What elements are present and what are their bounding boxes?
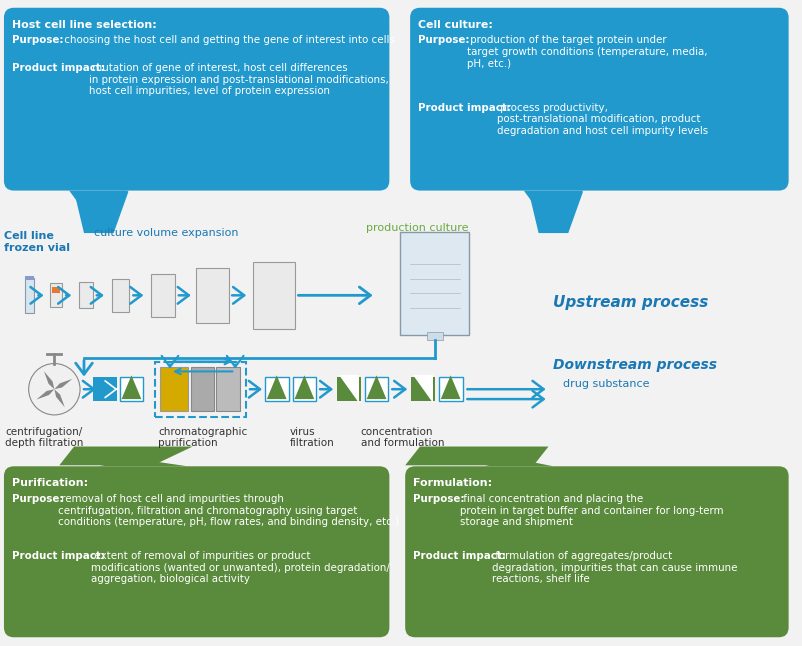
Text: chromatographic
purification: chromatographic purification [158,427,247,448]
Text: Product impact:: Product impact: [418,103,511,112]
Text: Product impact:: Product impact: [12,63,105,73]
FancyBboxPatch shape [439,377,463,401]
Text: Purpose:: Purpose: [418,36,469,45]
Polygon shape [99,459,188,466]
Text: Purpose:: Purpose: [12,36,63,45]
Text: Formulation:: Formulation: [413,478,492,488]
FancyBboxPatch shape [111,278,129,312]
FancyBboxPatch shape [151,274,176,317]
Polygon shape [405,446,549,465]
Polygon shape [59,446,192,465]
FancyBboxPatch shape [253,262,294,329]
Text: centrifugation/
depth filtration: centrifugation/ depth filtration [5,427,83,448]
Text: final concentration and placing the
protein in target buffer and container for l: final concentration and placing the prot… [460,494,723,527]
Polygon shape [294,375,314,399]
Text: Cell culture:: Cell culture: [418,19,493,30]
Text: production culture: production culture [366,223,468,233]
Text: virus
filtration: virus filtration [290,427,334,448]
Polygon shape [69,191,128,231]
Text: Purification:: Purification: [12,478,88,488]
FancyBboxPatch shape [119,377,144,401]
Text: culture volume expansion: culture volume expansion [94,228,238,238]
Polygon shape [339,375,358,403]
Polygon shape [367,375,387,399]
FancyBboxPatch shape [427,332,443,340]
Text: Product impact:: Product impact: [413,551,506,561]
FancyBboxPatch shape [217,368,240,411]
FancyBboxPatch shape [411,377,435,401]
Text: Cell line
frozen vial: Cell line frozen vial [4,231,70,253]
Polygon shape [413,375,433,403]
Text: concentration
and formulation: concentration and formulation [361,427,444,448]
Text: removal of host cell and impurities through
centrifugation, filtration and chrom: removal of host cell and impurities thro… [59,494,399,527]
FancyBboxPatch shape [196,267,229,323]
Text: Product impact:: Product impact: [12,551,105,561]
FancyBboxPatch shape [4,466,390,637]
FancyBboxPatch shape [265,377,289,401]
Text: Upstream process: Upstream process [553,295,709,310]
FancyBboxPatch shape [93,377,116,401]
FancyBboxPatch shape [337,377,361,401]
FancyBboxPatch shape [405,466,788,637]
Text: formulation of aggregates/product
degradation, impurities that can cause immune
: formulation of aggregates/product degrad… [492,551,738,585]
Polygon shape [267,375,286,399]
Polygon shape [55,389,65,407]
Polygon shape [524,191,583,231]
FancyBboxPatch shape [51,284,63,307]
Text: choosing the host cell and getting the gene of interest into cells: choosing the host cell and getting the g… [61,36,395,45]
Text: Purpose:: Purpose: [12,494,63,504]
Polygon shape [44,371,55,389]
Text: Downstream process: Downstream process [553,358,718,371]
Text: Host cell line selection:: Host cell line selection: [12,19,156,30]
FancyBboxPatch shape [4,8,390,191]
Text: process productivity,
post-translational modification, product
degradation and h: process productivity, post-translational… [497,103,708,136]
Text: extent of removal of impurities or product
modifications (wanted or unwanted), p: extent of removal of impurities or produ… [91,551,390,585]
Polygon shape [529,192,583,233]
FancyBboxPatch shape [293,377,316,401]
Polygon shape [441,375,460,399]
FancyBboxPatch shape [160,368,188,411]
Polygon shape [52,287,60,293]
FancyBboxPatch shape [79,282,93,308]
Polygon shape [36,389,55,400]
Polygon shape [484,459,553,466]
Circle shape [29,364,80,415]
FancyBboxPatch shape [191,368,214,411]
FancyBboxPatch shape [365,377,388,401]
Text: production of the target protein under
target growth conditions (temperature, me: production of the target protein under t… [468,36,708,68]
FancyBboxPatch shape [25,276,34,280]
FancyBboxPatch shape [400,231,469,335]
Polygon shape [74,192,128,233]
Text: mutation of gene of interest, host cell differences
in protein expression and po: mutation of gene of interest, host cell … [89,63,389,96]
Text: drug substance: drug substance [563,379,650,390]
FancyBboxPatch shape [25,278,34,313]
FancyBboxPatch shape [410,8,788,191]
Polygon shape [55,379,72,389]
Polygon shape [122,375,141,399]
Text: Purpose:: Purpose: [413,494,464,504]
